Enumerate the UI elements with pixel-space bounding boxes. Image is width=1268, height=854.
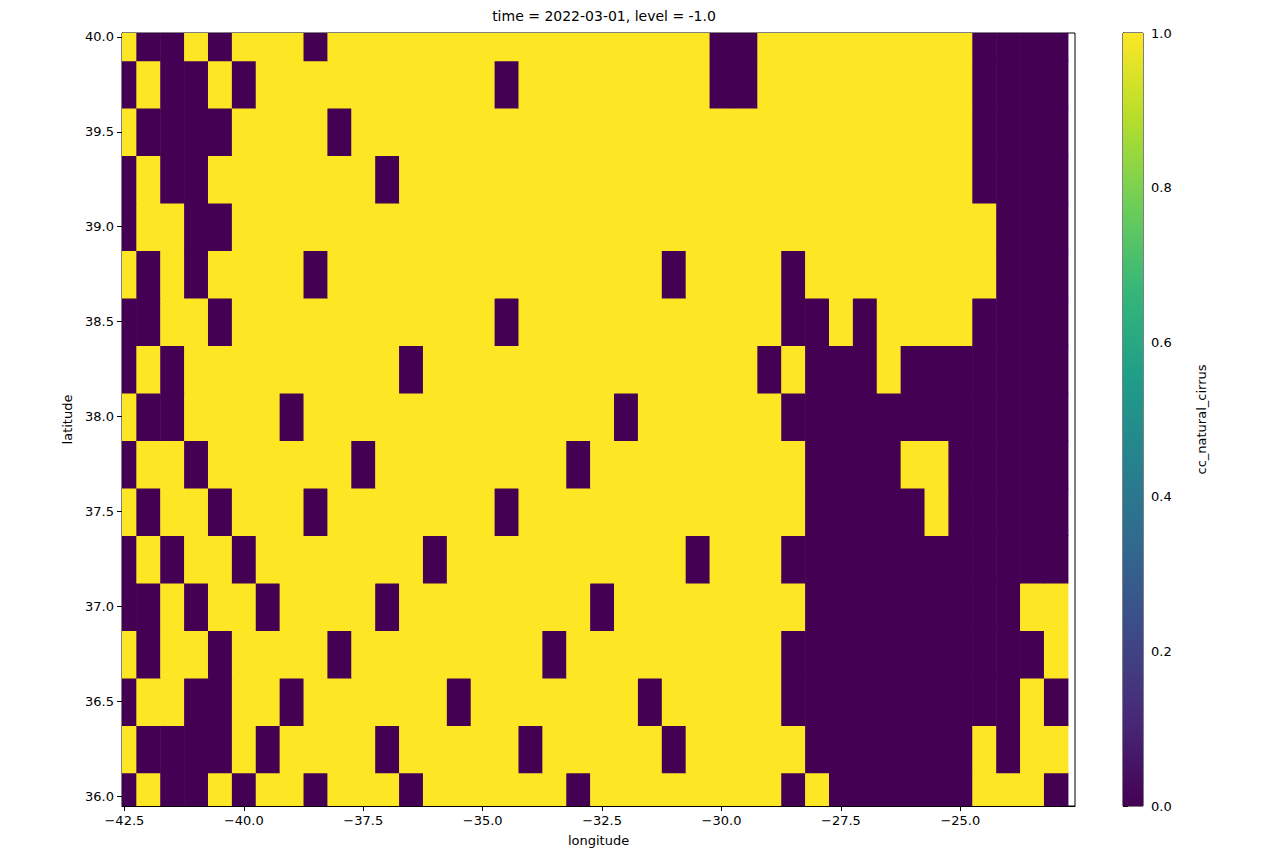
svg-text:36.0: 36.0 — [85, 789, 114, 804]
svg-text:36.5: 36.5 — [85, 694, 114, 709]
svg-text:−27.5: −27.5 — [821, 813, 861, 828]
svg-text:−30.0: −30.0 — [702, 813, 742, 828]
svg-text:latitude: latitude — [60, 395, 75, 445]
svg-text:0.6: 0.6 — [1151, 335, 1172, 350]
svg-text:0.2: 0.2 — [1151, 644, 1172, 659]
svg-text:−37.5: −37.5 — [343, 813, 383, 828]
svg-text:time = 2022-03-01, level = -1.: time = 2022-03-01, level = -1.0 — [492, 8, 716, 24]
svg-text:38.5: 38.5 — [85, 314, 114, 329]
svg-text:1.0: 1.0 — [1151, 26, 1172, 41]
svg-text:37.0: 37.0 — [85, 599, 114, 614]
svg-text:−40.0: −40.0 — [224, 813, 264, 828]
svg-text:38.0: 38.0 — [85, 409, 114, 424]
svg-text:−25.0: −25.0 — [940, 813, 980, 828]
svg-text:longitude: longitude — [568, 833, 629, 848]
svg-text:−42.5: −42.5 — [104, 813, 144, 828]
svg-text:cc_natural_cirrus: cc_natural_cirrus — [1194, 364, 1209, 474]
svg-text:−32.5: −32.5 — [582, 813, 622, 828]
svg-text:0.8: 0.8 — [1151, 180, 1172, 195]
svg-text:−35.0: −35.0 — [463, 813, 503, 828]
svg-text:0.4: 0.4 — [1151, 489, 1172, 504]
svg-text:39.0: 39.0 — [85, 219, 114, 234]
svg-text:40.0: 40.0 — [85, 29, 114, 44]
svg-text:0.0: 0.0 — [1151, 799, 1172, 814]
svg-text:39.5: 39.5 — [85, 124, 114, 139]
svg-text:37.5: 37.5 — [85, 504, 114, 519]
